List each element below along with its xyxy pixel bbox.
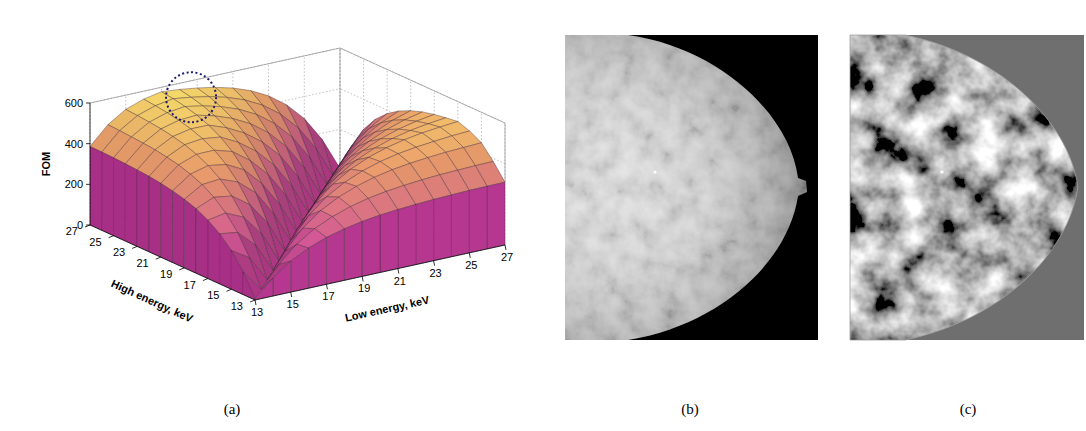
surface-skirt [273,261,291,296]
surface-skirt [102,152,114,236]
x-tick-label: 15 [287,298,299,310]
y-tick-label: 25 [89,236,101,248]
y-tick [203,279,208,281]
z-tick-label: 200 [65,178,83,190]
x-tick [505,245,506,250]
lesion-dot [940,170,943,173]
surface-skirt [184,199,196,273]
y-tick-label: 13 [231,300,243,312]
z-tick-label: 600 [65,97,83,109]
x-tick [291,292,292,297]
x-tick-label: 25 [465,259,477,271]
z-tick-label: 400 [65,138,83,150]
y-tick-label: 15 [207,289,219,301]
z-tick [86,103,90,104]
panel-a: 1315171921232527131517192123252702004006… [40,48,513,418]
y-axis-title: High energy, keV [109,277,195,325]
image-background [565,35,818,340]
z-tick-label: 0 [77,219,83,231]
y-tick [156,257,161,259]
surface-skirt [220,234,232,289]
lesion-dot [653,170,656,173]
x-tick [326,284,327,289]
x-tick-label: 21 [394,275,406,287]
panel-label: (a) [224,401,241,418]
texture [565,35,818,340]
image-background [850,35,1084,340]
surface-skirt [326,229,344,284]
breast-outline [850,35,1078,340]
surface-skirt [90,147,102,231]
x-tick-label: 23 [429,267,441,279]
x-axis-line [255,245,505,300]
box-edge [340,48,505,123]
panel-label: (c) [960,401,977,418]
figure: 1315171921232527131517192123252702004006… [0,0,1086,431]
y-tick-label: 23 [113,246,125,258]
surface-skirt [309,238,327,289]
surface-skirt [125,164,137,247]
box-edge [340,48,341,170]
grid [90,48,505,300]
x-axis-title: Low energy, keV [344,293,431,323]
surface-skirt [208,220,220,284]
z-tick [86,184,90,185]
y-tick-label: 21 [136,257,148,269]
surface-skirt [398,204,416,268]
x-tick [469,253,470,258]
surface-skirt [487,182,505,249]
surface-skirt [137,170,149,252]
surface-skirt [231,251,243,295]
x-tick-label: 13 [251,306,263,318]
x-tick [362,276,363,281]
grid-line [90,103,91,225]
surface-skirt [149,176,161,257]
surface-skirt [291,248,309,292]
surface [90,87,505,300]
grid-line [340,48,341,170]
axes: 1315171921232527131517192123252702004006… [40,97,513,325]
surface-skirt [173,191,185,268]
z-tick [86,143,90,144]
y-tick [132,246,137,248]
panel-c: (c) [850,35,1084,418]
surface-skirt [434,195,452,261]
y-tick [85,225,90,227]
surface-skirt [451,190,469,256]
y-tick [109,236,114,238]
texture [850,35,1084,340]
surface-skirt [196,209,208,279]
y-tick [226,289,231,291]
x-tick-label: 19 [358,282,370,294]
y-tick [250,300,255,302]
y-tick-label: 17 [184,279,196,291]
x-tick-label: 17 [322,290,334,302]
y-tick [179,268,184,270]
surface-skirt [416,200,434,265]
surface-skirt [362,215,380,276]
x-tick [255,300,256,305]
surface-skirt [380,210,398,273]
highlight-circle [166,72,216,122]
panel-b: (b) [565,35,818,418]
x-tick [398,269,399,274]
surface-skirt [469,186,487,253]
grid-line [340,48,505,123]
y-tick-label: 19 [160,268,172,280]
x-tick-label: 27 [501,251,513,263]
surface-skirt [114,158,126,241]
x-tick [434,261,435,266]
z-axis-line [90,103,91,225]
surface-skirt [344,222,362,281]
texture-noise [850,35,1084,340]
texture-noise [565,35,818,340]
z-axis-title: FOM [40,152,52,176]
z-tick [86,225,90,226]
panel-label: (b) [681,401,699,418]
grid-line [340,48,341,170]
surface-skirt [161,183,173,262]
